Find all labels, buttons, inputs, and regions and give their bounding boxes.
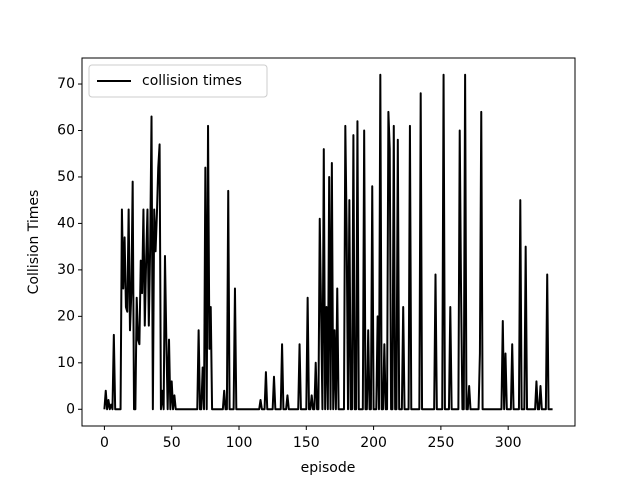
legend-label: collision times	[142, 73, 242, 89]
x-axis-label: episode	[301, 460, 356, 476]
y-tick-label: 20	[57, 308, 75, 324]
y-tick-label: 30	[57, 262, 75, 278]
x-tick-label: 150	[293, 435, 320, 451]
plot-frame	[81, 57, 576, 427]
y-tick-label: 70	[57, 76, 75, 92]
y-tick-label: 40	[57, 215, 75, 231]
legend-box	[88, 64, 268, 98]
x-tick-label: 250	[428, 435, 455, 451]
x-tick-label: 300	[495, 435, 522, 451]
y-tick-label: 50	[57, 169, 75, 185]
data-line	[103, 73, 553, 411]
y-tick-label: 60	[57, 122, 75, 138]
y-tick-label: 10	[57, 355, 75, 371]
x-tick-label: 200	[360, 435, 387, 451]
y-tick-label: 0	[66, 401, 75, 417]
x-tick-label: 0	[100, 435, 109, 451]
x-tick-label: 50	[163, 435, 181, 451]
x-tick-label: 100	[226, 435, 253, 451]
y-axis-label: Collision Times	[26, 190, 42, 295]
